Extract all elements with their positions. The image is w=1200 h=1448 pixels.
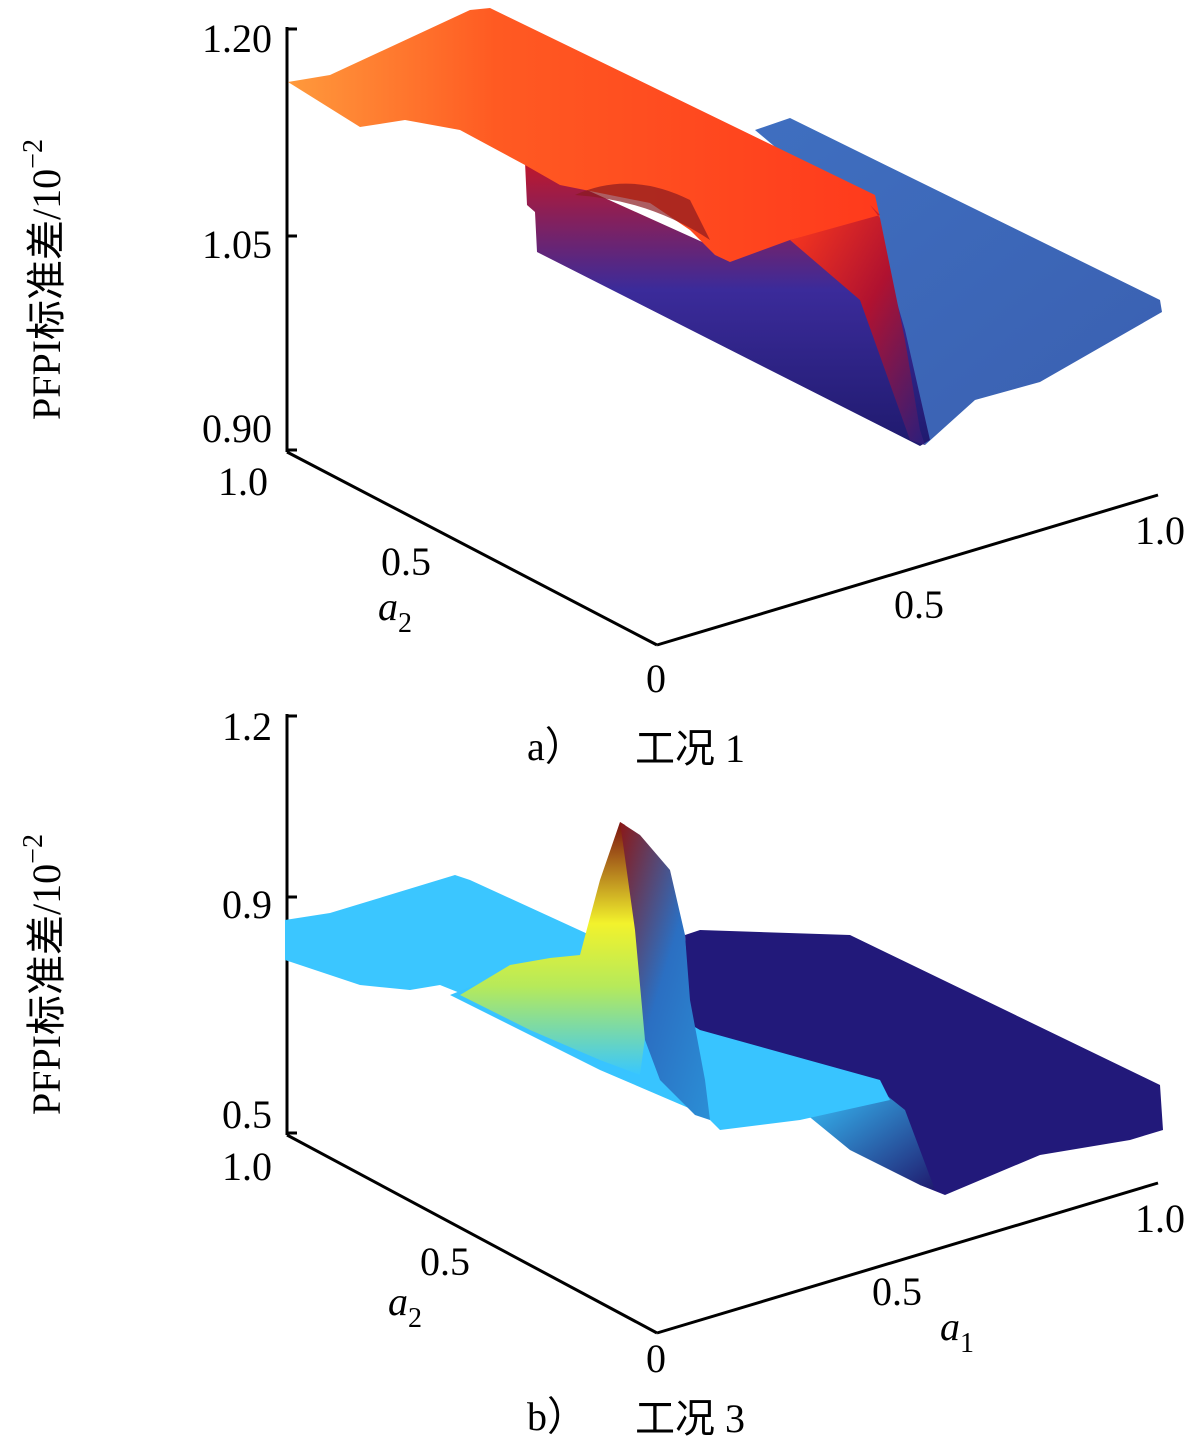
panel-b-z-tick-label: 0.5 (222, 1092, 272, 1137)
panel-b-peak-back (620, 822, 710, 1120)
panel-b-z-tick-label: 0.9 (222, 882, 272, 927)
panel-a-dip (575, 183, 710, 240)
panel-b-a1-axis (656, 1181, 1159, 1335)
panel-a-a2-tick-label: 1.0 (218, 459, 268, 504)
panel-b-a1-axis-label-sub: 1 (960, 1328, 974, 1359)
panel-a-top-plateau (288, 8, 880, 262)
panel-a-z-tick-label: 1.05 (202, 222, 272, 267)
panel-a-z-tick-label: 1.20 (202, 16, 272, 61)
panel-a-surface (288, 8, 1162, 446)
panel-a-z-axis-label-exp: −2 (18, 139, 49, 169)
panel-b-z-axis-label-base: PFPI标准差/10 (24, 864, 69, 1115)
panel-b-z-tick-label: 1.2 (222, 704, 272, 749)
panel-b: 1.2 0.9 0.5 1.0 0.5 0 0.5 1.0 a2 a1 PFPI… (18, 704, 1185, 1441)
panel-a-a2-axis-label: a2 (378, 584, 412, 639)
panel-b-a2-tick-label: 0.5 (420, 1239, 470, 1284)
panel-b-a2-tick-label: 1.0 (222, 1144, 272, 1189)
panel-a-z-tick-label: 0.90 (202, 406, 272, 451)
panel-b-a1-tick-label: 1.0 (1135, 1196, 1185, 1241)
panel-a-a2-tick-label: 0.5 (381, 539, 431, 584)
panel-b-slope (795, 1090, 935, 1190)
panel-b-a2-axis-label: a2 (388, 1279, 422, 1334)
panel-b-a2-axis-label-sub: 2 (408, 1303, 422, 1334)
panel-a-a1-tick-label: 0 (646, 656, 666, 701)
panel-b-peak-front (460, 822, 650, 1075)
panel-a-a1-axis (656, 493, 1159, 647)
panel-a-caption-text: 工况 1 (635, 726, 745, 771)
panel-b-a2-axis (286, 1133, 658, 1335)
panel-a-caption-letter: a） (527, 724, 585, 769)
panel-a-step-face (790, 205, 925, 445)
panel-a: 1.20 1.05 0.90 1.0 0.5 0 0.5 1.0 a2 PFPI… (18, 8, 1185, 771)
panel-b-z-axis-label: PFPI标准差/10−2 (18, 834, 69, 1115)
panel-b-caption-text: 工况 3 (635, 1396, 745, 1441)
panel-a-a2-axis-label-base: a (378, 584, 398, 629)
panel-b-a1-tick-label: 0 (646, 1336, 666, 1381)
panel-b-a2-axis-label-base: a (388, 1279, 408, 1324)
panel-a-a1-tick-label: 1.0 (1135, 508, 1185, 553)
panel-a-a2-axis-label-sub: 2 (398, 608, 412, 639)
panel-b-a1-axis-label: a1 (940, 1304, 974, 1359)
panel-a-z-axis-label: PFPI标准差/10−2 (18, 139, 69, 420)
panel-b-z-axis-label-exp: −2 (18, 834, 49, 864)
panel-a-a1-tick-label: 0.5 (894, 582, 944, 627)
panel-b-a1-axis-label-base: a (940, 1304, 960, 1349)
panel-b-right-plateau (685, 930, 1163, 1195)
panel-b-caption-letter: b） (527, 1394, 587, 1439)
panel-a-z-axis-label-base: PFPI标准差/10 (24, 169, 69, 420)
panel-b-a1-tick-label: 0.5 (872, 1269, 922, 1314)
panel-a-a2-axis (286, 450, 658, 647)
panel-b-surface (285, 822, 1163, 1195)
